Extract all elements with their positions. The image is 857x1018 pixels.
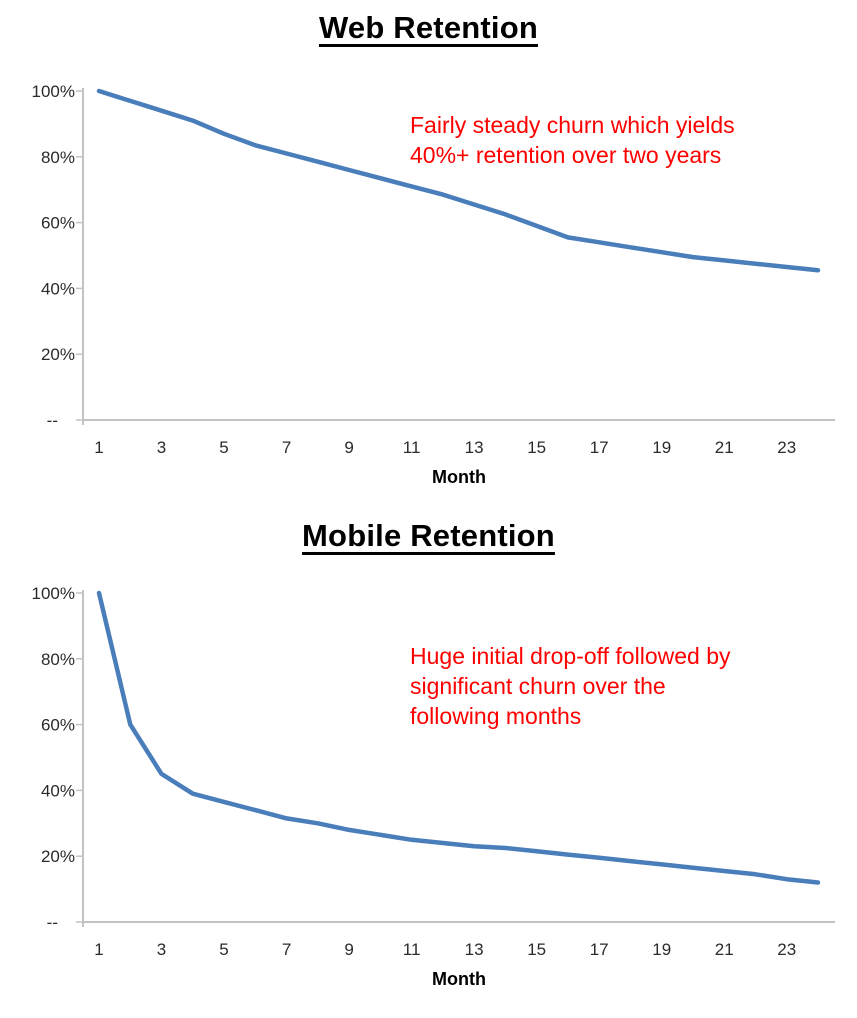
x-tick-label: 7 (282, 438, 291, 457)
x-axis-title: Month (432, 969, 486, 989)
x-tick-label: 5 (219, 438, 228, 457)
x-tick-label: 9 (344, 438, 353, 457)
y-tick-label: 40% (41, 279, 75, 298)
mobile-retention-plot: --20%40%60%80%100%1 3 5 7 9 11 13 15 17 19 21 23Mon… (32, 584, 835, 989)
x-tick-label: 3 (157, 438, 166, 457)
web-chart-title: Web Retention (318, 10, 539, 45)
y-tick-label: 80% (41, 650, 75, 669)
x-tick-label: 9 (344, 940, 353, 959)
web-retention-plot: --20%40%60%80%100%1 3 5 7 9 11 13 15 17 19 21 23Mon… (32, 82, 835, 487)
x-tick-label: 1 (94, 438, 103, 457)
mobile-chart-annotation: Huge initial drop-off followed by signif… (410, 643, 731, 729)
web-chart-annotation: Fairly steady churn which yields 40%+ re… (410, 112, 735, 168)
x-tick-label: 13 (465, 940, 484, 959)
retention-line (96, 590, 821, 885)
y-tick-label: 80% (41, 148, 75, 167)
y-tick-label: -- (47, 913, 58, 932)
retention-line (96, 88, 821, 273)
x-tick-label: 23 (777, 438, 796, 457)
x-tick-label: 11 (403, 940, 421, 959)
x-axis-title: Month (432, 467, 486, 487)
x-tick-label: 15 (527, 940, 546, 959)
y-tick-label: 60% (41, 716, 75, 735)
x-tick-label: 21 (715, 940, 734, 959)
y-tick-label: 100% (32, 584, 75, 603)
x-tick-label: 19 (652, 438, 671, 457)
mobile-retention-chart: Mobile Retention Huge initial drop-off f… (0, 502, 857, 1018)
x-tick-label: 11 (403, 438, 421, 457)
x-tick-label: 23 (777, 940, 796, 959)
x-tick-label: 7 (282, 940, 291, 959)
y-tick-label: 60% (41, 214, 75, 233)
x-tick-label: 13 (465, 438, 484, 457)
y-tick-label: 100% (32, 82, 75, 101)
y-tick-label: 20% (41, 847, 75, 866)
y-tick-label: -- (47, 411, 58, 430)
x-tick-label: 3 (157, 940, 166, 959)
x-tick-label: 15 (527, 438, 546, 457)
x-tick-label: 17 (590, 940, 609, 959)
x-tick-label: 19 (652, 940, 671, 959)
x-tick-label: 1 (94, 940, 103, 959)
web-retention-chart: Web Retention Fairly steady churn which … (0, 0, 857, 502)
x-tick-label: 5 (219, 940, 228, 959)
x-tick-label: 17 (590, 438, 609, 457)
x-tick-label: 21 (715, 438, 734, 457)
y-tick-label: 20% (41, 345, 75, 364)
y-tick-label: 40% (41, 781, 75, 800)
mobile-chart-title: Mobile Retention (302, 518, 555, 553)
